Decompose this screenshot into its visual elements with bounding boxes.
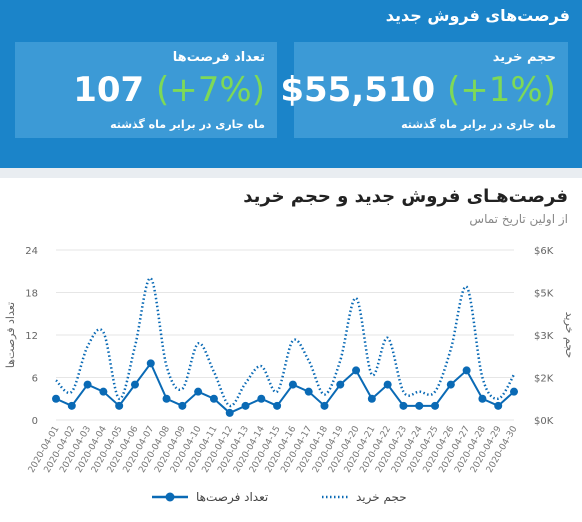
y-right-axis-title: حجم خرید bbox=[563, 312, 576, 358]
data-point-opportunity-count bbox=[336, 380, 345, 389]
data-point-opportunity-count bbox=[304, 387, 313, 396]
chart-subtitle: از اولین تاریخ تماس bbox=[469, 212, 568, 226]
kpi-comparison: ماه جاری در برابر ماه گذشته bbox=[110, 118, 265, 131]
data-point-opportunity-count bbox=[478, 394, 487, 403]
data-point-opportunity-count bbox=[178, 401, 187, 410]
data-point-opportunity-count bbox=[194, 387, 203, 396]
kpi-card-opportunity-count: تعداد فرصت‌ها 107 (+7%) ماه جاری در براب… bbox=[15, 42, 277, 138]
data-point-opportunity-count bbox=[273, 401, 282, 410]
data-point-opportunity-count bbox=[494, 401, 503, 410]
data-point-opportunity-count bbox=[146, 359, 155, 368]
kpi-label: حجم خرید bbox=[492, 50, 556, 65]
data-point-opportunity-count bbox=[288, 380, 297, 389]
data-point-opportunity-count bbox=[431, 401, 440, 410]
data-point-opportunity-count bbox=[415, 401, 424, 410]
data-point-opportunity-count bbox=[162, 394, 171, 403]
line-chart: 0 6 12 18 24 $0K $2K $3K $5K $6K تعداد فرصت‌ها حجم … bbox=[4, 246, 576, 475]
kpi-number: 107 bbox=[73, 70, 145, 110]
legend-label: حجم خرید bbox=[356, 490, 407, 504]
data-point-opportunity-count bbox=[352, 366, 361, 375]
section-divider bbox=[0, 168, 582, 178]
data-point-opportunity-count bbox=[399, 401, 408, 410]
legend-swatch-solid bbox=[152, 492, 188, 502]
data-point-opportunity-count bbox=[446, 380, 455, 389]
legend-item-purchase-volume[interactable]: حجم خرید bbox=[320, 490, 407, 504]
chart-title: فرصت‌هـای فروش جدید و حجم خرید bbox=[243, 186, 568, 207]
kpi-number: $55,510 bbox=[280, 70, 436, 110]
y-right-tick-label: $0K bbox=[534, 416, 554, 427]
legend-item-opportunity-count[interactable]: تعداد فرصت‌ها bbox=[150, 490, 268, 504]
y-right-tick-label: $3K bbox=[534, 331, 554, 342]
kpi-label: تعداد فرصت‌ها bbox=[172, 50, 265, 65]
y-left-tick-label: 12 bbox=[25, 331, 38, 342]
kpi-change: (+7%) bbox=[156, 70, 265, 110]
data-point-opportunity-count bbox=[510, 387, 518, 396]
data-point-opportunity-count bbox=[67, 401, 76, 410]
legend-swatch-dotted bbox=[322, 495, 348, 499]
y-left-tick-label: 18 bbox=[25, 289, 38, 300]
data-point-opportunity-count bbox=[241, 401, 250, 410]
data-point-opportunity-count bbox=[367, 394, 376, 403]
y-left-axis-title: تعداد فرصت‌ها bbox=[4, 302, 17, 368]
data-point-opportunity-count bbox=[383, 380, 392, 389]
data-point-opportunity-count bbox=[320, 401, 329, 410]
data-point-opportunity-count bbox=[209, 394, 218, 403]
data-point-opportunity-count bbox=[99, 387, 108, 396]
data-point-opportunity-count bbox=[225, 408, 234, 417]
y-right-tick-label: $2K bbox=[534, 374, 554, 385]
legend-label: تعداد فرصت‌ها bbox=[196, 490, 269, 504]
kpi-value: $55,510 (+1%) bbox=[280, 70, 556, 110]
y-left-tick-label: 0 bbox=[32, 416, 38, 427]
data-point-opportunity-count bbox=[52, 394, 60, 403]
kpi-value: 107 (+7%) bbox=[73, 70, 265, 110]
data-point-opportunity-count bbox=[257, 394, 266, 403]
y-left-tick-label: 24 bbox=[25, 246, 38, 257]
kpi-comparison: ماه جاری در برابر ماه گذشته bbox=[401, 118, 556, 131]
series-line-purchase-volume bbox=[55, 277, 516, 408]
kpi-card-purchase-volume: حجم خرید $55,510 (+1%) ماه جاری در برابر… bbox=[280, 42, 568, 138]
data-point-opportunity-count bbox=[83, 380, 92, 389]
y-left-tick-label: 6 bbox=[32, 374, 38, 385]
kpi-change: (+1%) bbox=[447, 70, 556, 110]
kpi-banner: فرصت‌های فروش جدید تعداد فرصت‌ها 107 (+7… bbox=[0, 0, 582, 168]
series-line-opportunity-count bbox=[55, 361, 515, 415]
y-right-tick-label: $6K bbox=[534, 246, 554, 257]
y-right-tick-label: $5K bbox=[534, 289, 554, 300]
banner-title: فرصت‌های فروش جدید bbox=[385, 6, 570, 25]
data-point-opportunity-count bbox=[130, 380, 139, 389]
data-point-opportunity-count bbox=[115, 401, 124, 410]
data-point-opportunity-count bbox=[462, 366, 471, 375]
